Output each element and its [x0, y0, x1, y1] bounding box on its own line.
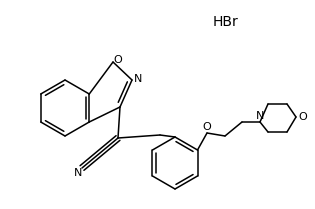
Text: O: O — [114, 55, 122, 65]
Text: N: N — [256, 111, 264, 121]
Text: N: N — [134, 74, 142, 84]
Text: O: O — [299, 112, 307, 122]
Text: HBr: HBr — [212, 15, 238, 29]
Text: N: N — [74, 168, 82, 178]
Text: O: O — [203, 122, 211, 132]
